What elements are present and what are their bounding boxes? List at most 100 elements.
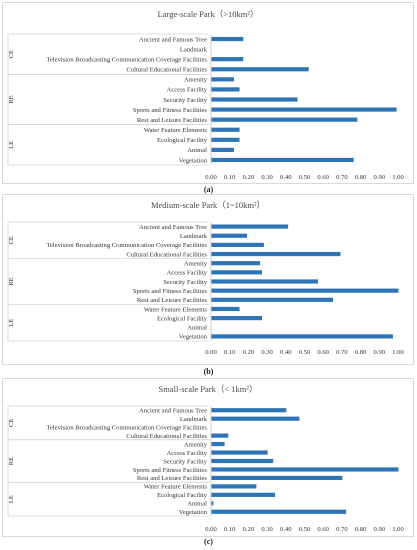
group-label: LE: [8, 141, 15, 149]
category-label: Access Facility: [167, 270, 208, 277]
bar: [211, 57, 244, 62]
bar: [211, 117, 358, 122]
x-tick-label: 0.80: [355, 526, 367, 533]
category-label: Water Feature Elements: [144, 484, 208, 491]
category-label: Ancient and Famous Tree: [139, 36, 207, 43]
group-label: CE: [8, 419, 15, 427]
bar: [211, 433, 229, 438]
chart-panel-c: Small-scale Park（< 1km²） Ancient and Famo…: [0, 378, 417, 550]
x-tick-label: 0.90: [374, 349, 386, 356]
chart-title: Small-scale Park（< 1km²）: [159, 384, 258, 394]
category-label: Rest and Leisure Facilities: [137, 475, 208, 482]
x-tick-label: 0.80: [355, 174, 367, 181]
x-tick-label: 0.30: [261, 174, 273, 181]
group-label: RE: [8, 277, 15, 285]
bar: [211, 316, 262, 321]
bar: [211, 97, 298, 102]
bar: [211, 458, 274, 464]
x-tick-label: 0.30: [261, 526, 273, 533]
bar: [211, 484, 257, 489]
chart-panel-b: Medium-scale Park（1~10km²） Ancient and Fa…: [0, 194, 417, 378]
category-label: Ancient and Famous Tree: [139, 224, 207, 231]
x-tick-label: 1.00: [392, 349, 404, 356]
category-label: Access Facility: [167, 450, 208, 457]
category-label: Cultural Educational Facilities: [126, 433, 207, 440]
x-tick-label: 0.90: [374, 526, 386, 533]
bar: [211, 224, 289, 229]
category-label: Rest and Leisure Facilities: [137, 117, 208, 124]
bar: [211, 270, 262, 275]
chart-title: Large-scale Park（>10km²）: [158, 9, 259, 19]
bar: [211, 147, 234, 152]
category-label: Vegetation: [179, 509, 208, 516]
category-label: Access Facility: [167, 87, 208, 94]
bar: [211, 416, 300, 421]
category-label: Ecological Facility: [157, 315, 208, 322]
bar: [211, 77, 234, 82]
category-label: Water Feature Elements: [144, 306, 208, 313]
x-tick-label: 0.20: [243, 174, 255, 181]
x-tick-label: 0.80: [355, 349, 367, 356]
chart-caption-c: (c): [204, 537, 213, 546]
category-label: Ecological Facility: [157, 137, 208, 144]
chart-svg-b: Medium-scale Park（1~10km²） Ancient and Fa…: [7, 200, 404, 356]
category-label: Security Facility: [163, 458, 207, 465]
category-label: Sports and Fitness Facilities: [133, 467, 208, 474]
bar: [211, 279, 319, 284]
bar: [211, 157, 354, 163]
bar: [211, 467, 399, 472]
category-label: Landmark: [180, 416, 208, 423]
category-label: Amenity: [184, 260, 208, 267]
category-label: Landmark: [180, 233, 208, 240]
x-tick-label: 0.50: [299, 349, 311, 356]
bar: [211, 450, 268, 455]
category-label: Television Broadcasting Communication Co…: [46, 424, 207, 431]
x-tick-label: 0.40: [280, 526, 292, 533]
category-label: Amenity: [184, 441, 208, 448]
group-label: CE: [8, 236, 15, 244]
x-tick-label: 0.00: [205, 174, 217, 181]
bar: [211, 306, 240, 312]
bar: [211, 509, 347, 514]
bar: [211, 137, 240, 142]
x-tick-label: 0.70: [336, 349, 348, 356]
category-label: Landmark: [180, 46, 208, 53]
group-label: RE: [8, 95, 15, 103]
x-tick-label: 0.20: [243, 349, 255, 356]
group-label: CE: [8, 50, 15, 58]
category-label: Security Facility: [163, 97, 207, 104]
x-tick-label: 0.10: [224, 174, 236, 181]
chart-caption-b: (b): [203, 367, 214, 376]
bar: [211, 242, 264, 247]
category-label: Sports and Fitness Facilities: [133, 107, 208, 114]
bar: [211, 251, 341, 257]
category-label: Animal: [187, 325, 207, 332]
bar: [211, 36, 244, 42]
x-tick-label: 1.00: [392, 174, 404, 181]
x-tick-label: 0.20: [243, 526, 255, 533]
x-tick-label: 0.40: [280, 349, 292, 356]
category-label: Animal: [187, 501, 207, 508]
bar: [211, 334, 393, 339]
bar: [211, 408, 287, 413]
category-label: Ecological Facility: [157, 492, 208, 499]
x-tick-label: 0.00: [205, 526, 217, 533]
chart-svg-c: Small-scale Park（< 1km²） Ancient and Famo…: [7, 384, 404, 533]
bar: [211, 288, 399, 293]
category-label: Television Broadcasting Communication Co…: [46, 242, 207, 249]
category-label: Vegetation: [179, 157, 208, 164]
x-tick-label: 0.70: [336, 174, 348, 181]
bar: [211, 441, 225, 447]
chart-frame-a: [2, 2, 414, 184]
bar: [211, 475, 343, 481]
x-tick-label: 0.70: [336, 526, 348, 533]
bar: [211, 492, 276, 497]
bar: [211, 233, 248, 238]
x-tick-label: 0.00: [205, 349, 217, 356]
category-label: Security Facility: [163, 279, 207, 286]
bar: [211, 501, 214, 506]
x-tick-label: 0.60: [317, 526, 329, 533]
x-tick-label: 0.10: [224, 349, 236, 356]
category-label: Amenity: [184, 77, 208, 84]
bar: [211, 261, 261, 266]
